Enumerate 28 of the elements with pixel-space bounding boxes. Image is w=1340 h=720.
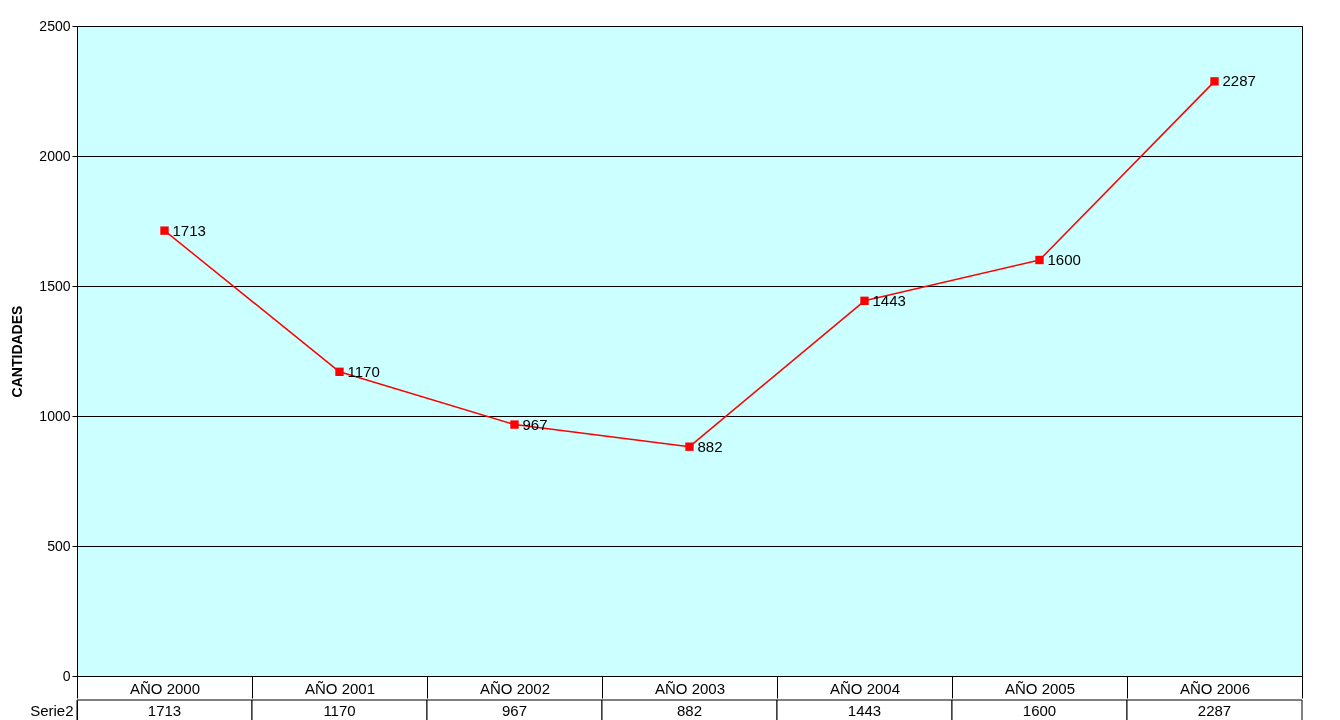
annotation: 1170 [347, 362, 380, 380]
annotation: 1443 [872, 291, 906, 309]
y-tick-label: 1000 [39, 407, 71, 424]
y-tick-label: 500 [47, 537, 71, 554]
y-tick-label: 1500 [39, 277, 71, 294]
data-label: 1600 [1022, 702, 1057, 719]
y-axis-title: CANTIDADES [9, 305, 26, 398]
data-label: 2287 [1197, 702, 1232, 719]
data-label: 1170 [323, 702, 356, 719]
annotation: 1713 [172, 221, 206, 239]
annotation: 882 [697, 437, 723, 455]
annotation: 2287 [1222, 72, 1256, 90]
x-tick-label: AÑO 2006 [1179, 679, 1251, 697]
data-label: 967 [501, 702, 528, 719]
annotation: 1600 [1047, 251, 1081, 268]
x-tick-label: AÑO 2004 [829, 679, 901, 697]
y-tick-label: 2500 [39, 17, 71, 34]
x-tick-label: AÑO 2001 [304, 679, 376, 697]
x-tick-label: AÑO 2005 [1004, 679, 1076, 697]
text: Serie2 [30, 702, 74, 719]
y-tick-label: 2000 [39, 147, 71, 164]
x-tick-label: AÑO 2000 [129, 679, 201, 697]
data-label: 1713 [147, 702, 182, 719]
y-tick-label: 0 [62, 667, 71, 684]
x-tick-label: AÑO 2002 [479, 679, 551, 697]
data-label: 1443 [847, 702, 882, 719]
data-label: 882 [676, 702, 703, 719]
x-tick-label: AÑO 2003 [654, 679, 726, 697]
